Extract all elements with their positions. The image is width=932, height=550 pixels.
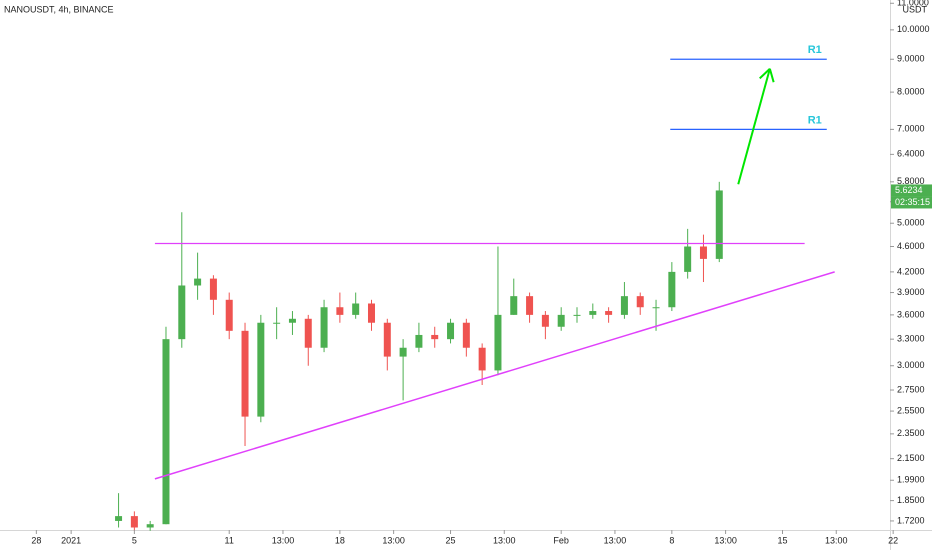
x-tick-label: 13:00 bbox=[382, 535, 405, 545]
candle-body bbox=[589, 311, 597, 315]
candle-body bbox=[510, 296, 518, 315]
x-tick-label: 2021 bbox=[61, 535, 81, 545]
candle-body bbox=[684, 246, 692, 272]
arrow bbox=[737, 68, 771, 185]
candle-body bbox=[715, 190, 723, 259]
candle-body bbox=[541, 314, 549, 327]
y-tick-label: 1.8500 bbox=[897, 495, 925, 505]
x-tick-label: 13:00 bbox=[714, 535, 737, 545]
x-tick-label: 11 bbox=[225, 535, 234, 545]
candle-body bbox=[557, 314, 565, 327]
candle-body bbox=[115, 516, 123, 521]
x-tick-label: 5 bbox=[132, 535, 137, 545]
y-tick-label: 11.0000 bbox=[897, 0, 929, 8]
y-tick-label: 4.2000 bbox=[897, 266, 925, 276]
candle-body bbox=[605, 311, 613, 315]
candle-body bbox=[352, 303, 360, 315]
candle-body bbox=[447, 322, 455, 340]
x-tick-label: 13:00 bbox=[825, 535, 848, 545]
countdown: 02:35:15 bbox=[895, 197, 930, 207]
candle-body bbox=[462, 322, 470, 348]
candle-body bbox=[130, 516, 138, 528]
y-tick-label: 3.3000 bbox=[897, 334, 925, 344]
y-tick-label: 6.4000 bbox=[897, 149, 925, 159]
x-tick-label: 13:00 bbox=[493, 535, 516, 545]
candle-body bbox=[257, 322, 265, 417]
candle-body bbox=[178, 285, 186, 340]
candle-body bbox=[431, 334, 439, 340]
currency-box bbox=[898, 5, 928, 15]
x-tick-label: Feb bbox=[553, 535, 569, 545]
arrow-head bbox=[768, 68, 775, 83]
y-tick-label: 8.0000 bbox=[897, 86, 925, 96]
candle-body bbox=[699, 246, 707, 259]
candle-body bbox=[225, 299, 233, 331]
x-tick-label: 8 bbox=[669, 535, 674, 545]
y-tick-label: 3.0000 bbox=[897, 360, 925, 370]
countdown-box bbox=[891, 196, 932, 209]
candle-body bbox=[478, 347, 486, 371]
x-tick-label: 22 bbox=[888, 535, 898, 545]
y-tick-label: 1.9900 bbox=[897, 475, 925, 485]
x-tick-label: 13:00 bbox=[272, 535, 295, 545]
x-tick-label: 15 bbox=[777, 535, 787, 545]
candle-body bbox=[668, 271, 676, 308]
x-tick-label: 13:00 bbox=[604, 535, 627, 545]
candle-body bbox=[273, 322, 281, 324]
candle-body bbox=[383, 322, 391, 357]
arrow-head bbox=[759, 67, 771, 80]
trendline bbox=[154, 271, 835, 480]
y-tick-label: 7.0000 bbox=[897, 124, 925, 134]
candle-body bbox=[494, 314, 502, 371]
y-tick-label: 3.9000 bbox=[897, 287, 925, 297]
candle-body bbox=[304, 318, 312, 348]
candle-body bbox=[526, 296, 534, 315]
candle-body bbox=[209, 278, 217, 300]
y-tick-label: 3.6000 bbox=[897, 309, 925, 319]
y-tick-label: 2.3500 bbox=[897, 428, 925, 438]
candle-body bbox=[336, 307, 344, 315]
candle-body bbox=[399, 347, 407, 357]
candle-body bbox=[573, 314, 581, 316]
x-tick-label: 25 bbox=[446, 535, 456, 545]
chart-title: NANOUSDT, 4h, BINANCE bbox=[4, 4, 114, 14]
y-tick-label: 2.5500 bbox=[897, 405, 925, 415]
y-tick-label: 9.0000 bbox=[897, 54, 925, 64]
candle-body bbox=[162, 339, 170, 525]
y-tick-label: 2.7500 bbox=[897, 384, 925, 394]
y-tick-label: 5.8000 bbox=[897, 176, 925, 186]
y-tick-label: 10.0000 bbox=[897, 24, 930, 34]
y-tick-label: 1.7200 bbox=[897, 515, 925, 525]
candle-body bbox=[636, 296, 644, 308]
candle-body bbox=[146, 524, 154, 528]
candle-body bbox=[620, 296, 628, 315]
candle-body bbox=[652, 307, 660, 309]
plot: R1 R1 bbox=[115, 44, 835, 531]
price-box bbox=[891, 184, 932, 197]
candle-body bbox=[241, 330, 249, 417]
y-tick-label: 5.0000 bbox=[897, 218, 925, 228]
level-label: R1 bbox=[808, 114, 822, 126]
candle-body bbox=[367, 303, 375, 323]
candle-body bbox=[194, 278, 202, 286]
price-label: 5.6234 bbox=[895, 185, 923, 195]
candle-body bbox=[415, 334, 423, 348]
candle-body bbox=[320, 307, 328, 348]
currency: USDT bbox=[903, 4, 928, 14]
candle-body bbox=[288, 318, 296, 323]
level-label: R1 bbox=[808, 44, 822, 56]
x-tick-label: 28 bbox=[31, 535, 41, 545]
x-tick-label: 18 bbox=[335, 535, 345, 545]
y-tick-label: 2.1500 bbox=[897, 453, 925, 463]
y-tick-label: 4.6000 bbox=[897, 241, 925, 251]
